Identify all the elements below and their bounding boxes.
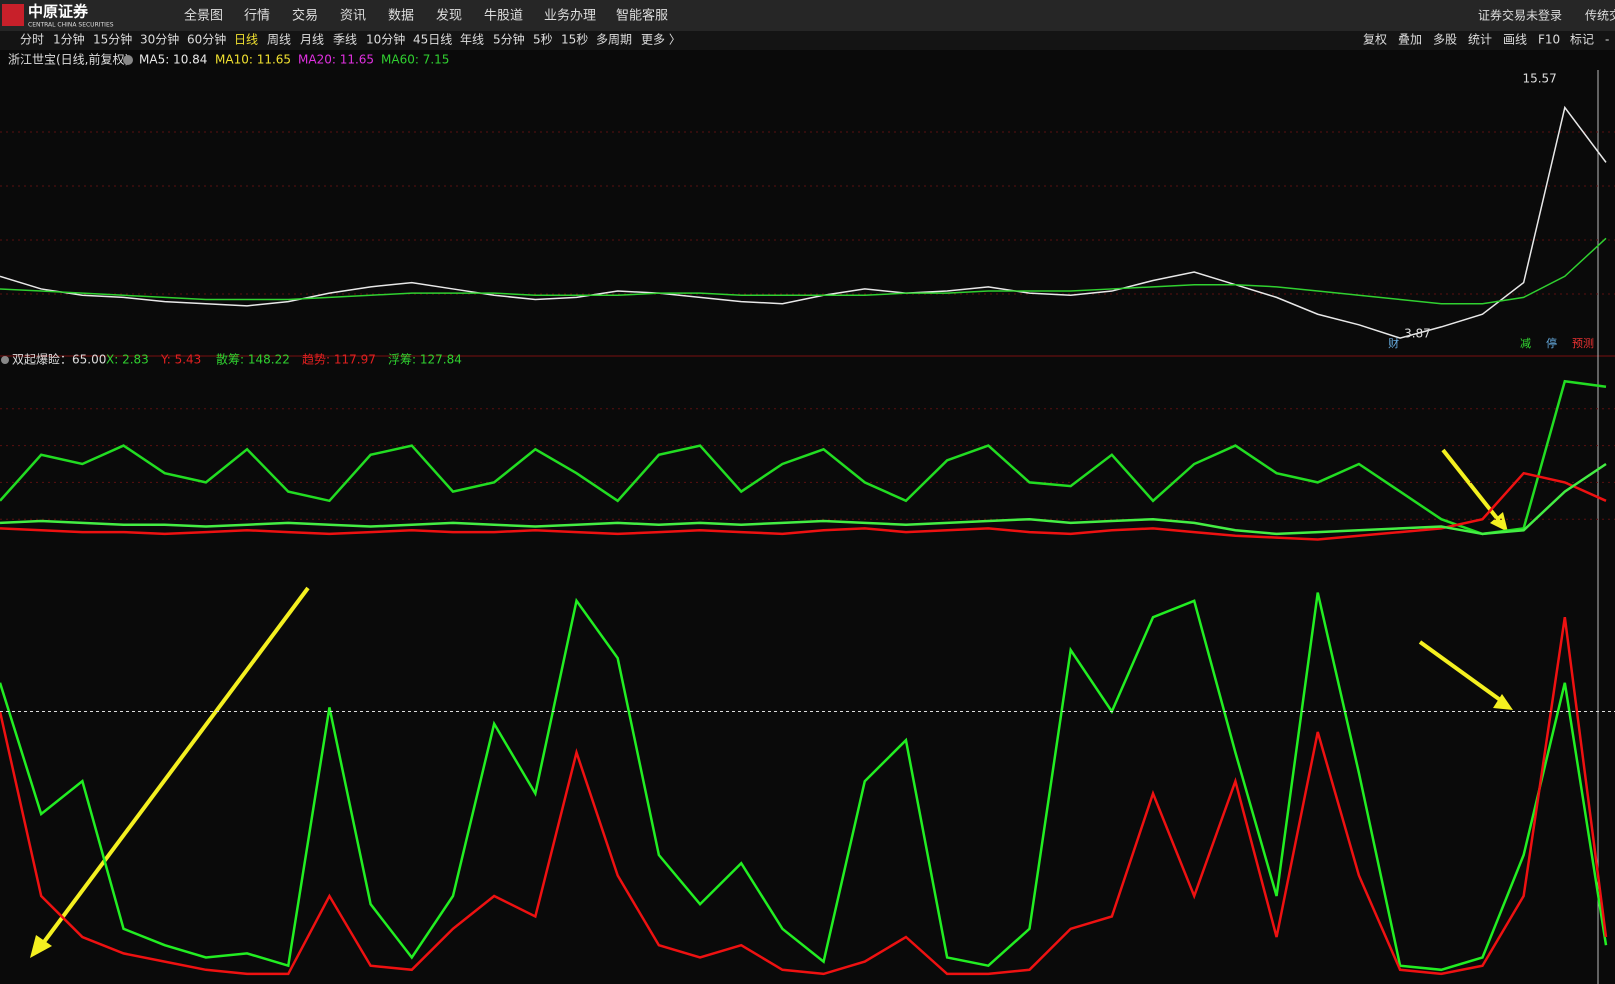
period-tab[interactable]: 月线: [300, 33, 324, 47]
series-line: [0, 462, 1607, 536]
arrow: [1441, 448, 1502, 524]
legend-item: Y: 5.43: [160, 353, 201, 367]
legend-item: MA10: 11.65: [215, 53, 291, 67]
legend-item: 趋势: 117.97: [302, 353, 376, 367]
menu-item[interactable]: 全景图: [184, 8, 223, 24]
period-tab[interactable]: 多周期: [596, 33, 632, 47]
period-tab[interactable]: 15秒: [561, 33, 588, 47]
settings-icon[interactable]: [123, 55, 133, 65]
tool-button[interactable]: 复权: [1363, 33, 1387, 47]
period-tab[interactable]: 日线: [234, 33, 258, 47]
login-status[interactable]: 证券交易未登录: [1478, 8, 1562, 23]
menu-item[interactable]: 交易: [292, 8, 318, 24]
period-tab[interactable]: 周线: [267, 33, 291, 47]
low-price: 3.87: [1404, 327, 1431, 341]
arrow-head: [1493, 694, 1513, 710]
menu-item[interactable]: 数据: [388, 9, 414, 24]
period-tab[interactable]: 30分钟: [140, 32, 179, 47]
logo-sub: CENTRAL CHINA SECURITIES: [28, 22, 114, 29]
legend-item: 散筹: 148.22: [216, 352, 290, 367]
mode-switch[interactable]: 传统交: [1585, 8, 1615, 23]
logo: 中原证券: [28, 3, 89, 21]
period-tab[interactable]: 分时: [20, 33, 44, 47]
menu-item[interactable]: 资讯: [340, 9, 366, 24]
period-tab[interactable]: 10分钟: [366, 32, 405, 47]
menu-item[interactable]: 发现: [436, 8, 462, 24]
high-price: 15.57: [1522, 72, 1556, 86]
event-marker[interactable]: 停: [1546, 336, 1557, 350]
series-line: [0, 237, 1607, 305]
period-tab[interactable]: 60分钟: [187, 32, 226, 47]
series-line: [0, 592, 1608, 972]
tool-button[interactable]: 多股: [1433, 33, 1457, 47]
stock-title: 浙江世宝(日线,前复权): [8, 52, 129, 67]
menu-item[interactable]: 行情: [244, 9, 270, 24]
logo-icon: [2, 4, 24, 26]
tool-button[interactable]: -: [1605, 33, 1609, 47]
arrow-head: [30, 935, 52, 958]
indicator-label: 双起爆睑：65.00: [12, 353, 106, 367]
tool-button[interactable]: 统计: [1468, 33, 1492, 47]
indicator-icon[interactable]: [1, 356, 9, 364]
period-tab[interactable]: 5秒: [533, 33, 553, 47]
tool-button[interactable]: 画线: [1503, 33, 1527, 47]
arrow: [36, 586, 310, 952]
series-line: [0, 105, 1607, 339]
series-line: [0, 471, 1607, 541]
period-tab[interactable]: 15分钟: [93, 32, 132, 47]
period-tab[interactable]: 年线: [460, 33, 484, 47]
series-line: [0, 617, 1608, 976]
arrow-head: [1490, 512, 1508, 532]
event-marker[interactable]: 预测: [1572, 337, 1594, 350]
period-tab[interactable]: 45日线: [413, 33, 452, 47]
legend-item: 浮筹: 127.84: [388, 353, 462, 367]
legend-item: X: 2.83: [106, 353, 149, 367]
tool-button[interactable]: F10: [1538, 33, 1560, 47]
period-tab[interactable]: 1分钟: [53, 32, 85, 47]
legend-item: MA5: 10.84: [139, 53, 207, 67]
menu-item[interactable]: 智能客服: [616, 8, 668, 24]
period-tab[interactable]: 更多 〉: [641, 33, 681, 47]
event-marker[interactable]: 财: [1388, 336, 1399, 350]
legend-item: MA20: 11.65: [298, 53, 374, 67]
menu-item[interactable]: 业务办理: [544, 8, 596, 24]
tool-button[interactable]: 标记: [1570, 33, 1594, 47]
legend-item: MA60: 7.15: [381, 53, 449, 67]
toolbar: [0, 31, 1615, 50]
event-marker[interactable]: 减: [1520, 337, 1531, 350]
period-tab[interactable]: 季线: [333, 33, 357, 47]
period-tab[interactable]: 5分钟: [493, 32, 525, 47]
top-bar: [0, 0, 1615, 31]
tool-button[interactable]: 叠加: [1398, 33, 1422, 47]
arrow: [1418, 640, 1505, 704]
series-line: [0, 379, 1607, 536]
menu-item[interactable]: 牛股道: [484, 9, 523, 24]
